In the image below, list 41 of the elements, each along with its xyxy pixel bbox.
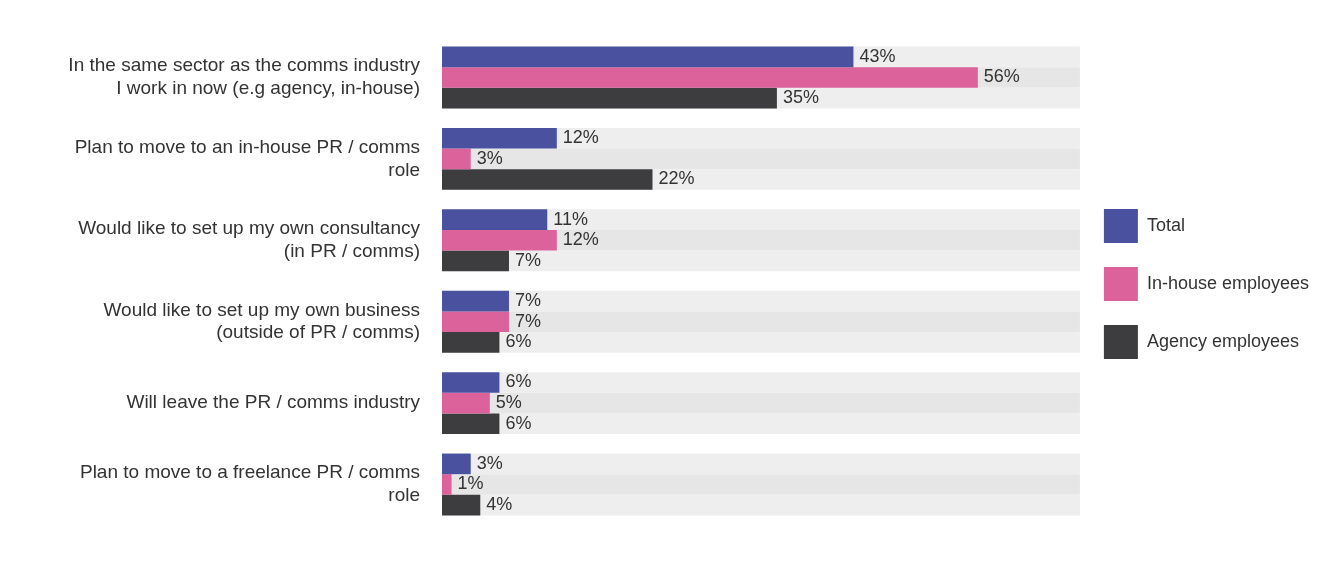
data-label: 3%	[476, 147, 503, 168]
data-label: 22%	[658, 168, 695, 189]
bar	[442, 332, 500, 353]
data-label: 35%	[782, 87, 819, 108]
bar	[442, 290, 509, 312]
bar	[442, 453, 471, 475]
bar	[442, 474, 452, 495]
bar	[442, 392, 490, 414]
bar	[442, 127, 557, 149]
data-label: 7%	[514, 249, 541, 270]
data-label: 4%	[486, 494, 513, 515]
y-tick-label: Plan to move to an in-house PR / comms role	[74, 135, 420, 180]
legend-label: Agency employees	[1146, 330, 1299, 351]
data-label: 1%	[457, 473, 484, 494]
y-tick-label: Would like to set up my own business (outside of PR / comms)	[103, 298, 420, 343]
data-label: 56%	[983, 66, 1020, 87]
bar	[442, 372, 500, 393]
bar	[442, 148, 471, 170]
data-label: 6%	[505, 331, 532, 352]
data-label: 7%	[514, 290, 541, 311]
data-label: 43%	[859, 45, 896, 66]
data-label: 6%	[505, 371, 532, 392]
legend-label: Total	[1146, 214, 1185, 235]
data-label: 6%	[505, 412, 532, 433]
data-label: 12%	[562, 229, 599, 250]
bar	[442, 494, 481, 516]
data-label: 11%	[553, 208, 588, 229]
y-tick-label: Plan to move to a freelance PR / comms role	[79, 461, 420, 506]
bar	[442, 250, 509, 272]
data-label: 3%	[476, 452, 503, 473]
y-tick-label: Would like to set up my own consultancy (in PR / comms)	[78, 217, 421, 261]
legend-label: In-house employees	[1146, 272, 1310, 293]
data-label: 12%	[562, 127, 599, 148]
bar	[442, 311, 509, 333]
bar	[442, 209, 548, 230]
bar	[442, 229, 557, 251]
y-tick-label: Will leave the PR / comms industry	[126, 391, 421, 413]
bar	[442, 413, 500, 435]
data-label: 5%	[495, 392, 522, 413]
y-tick-label: In the same sector as the comms industry I work in now (e.g agency, in-house)	[68, 54, 421, 99]
data-label: 7%	[514, 310, 541, 331]
